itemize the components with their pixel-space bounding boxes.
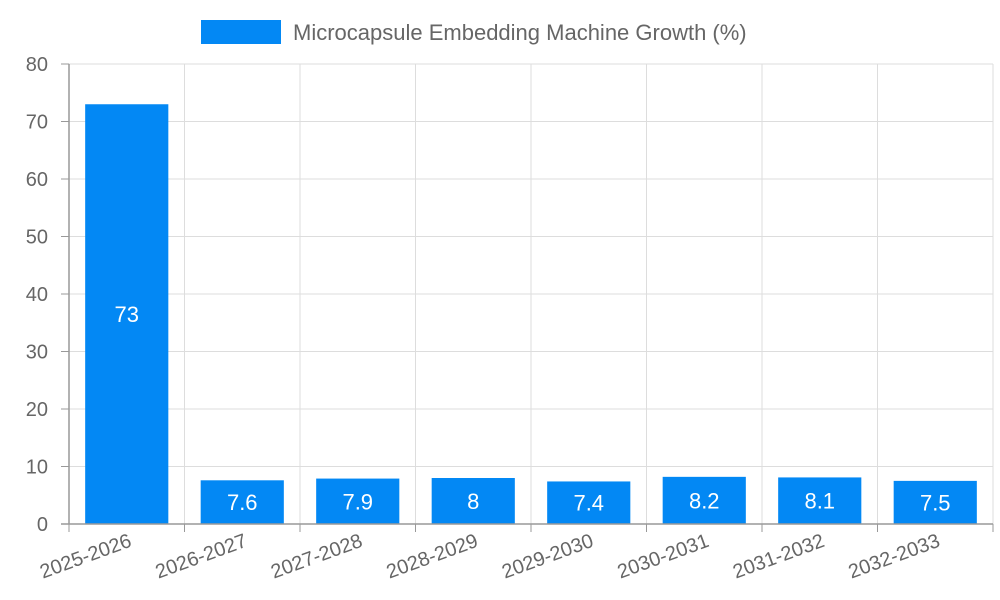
x-tick-label: 2025-2026 bbox=[37, 530, 134, 583]
y-tick-label: 20 bbox=[26, 399, 48, 421]
y-tick-label: 80 bbox=[26, 54, 48, 76]
bar-value-label: 7.9 bbox=[342, 489, 373, 514]
bar-value-label: 7.5 bbox=[920, 490, 951, 515]
bar[interactable] bbox=[200, 480, 284, 524]
x-axis: 2025-2026 2026-2027 2027-2028 2028-2029 2029… bbox=[37, 523, 994, 583]
y-axis: 0 10 20 30 40 50 60 70 80 bbox=[26, 54, 70, 536]
bar-value-label: 8 bbox=[467, 489, 479, 514]
y-tick-label: 10 bbox=[26, 457, 48, 479]
x-tick-label: 2028-2029 bbox=[384, 530, 481, 583]
x-tick-label: 2029-2030 bbox=[499, 530, 596, 583]
bar[interactable] bbox=[85, 104, 169, 524]
bar-value-label: 8.2 bbox=[689, 488, 720, 513]
x-tick-label: 2031-2032 bbox=[730, 530, 827, 583]
x-tick-label: 2027-2028 bbox=[268, 530, 365, 583]
x-tick-label: 2030-2031 bbox=[615, 530, 712, 583]
bar[interactable] bbox=[778, 477, 862, 524]
y-tick-label: 60 bbox=[26, 169, 48, 191]
y-tick-label: 50 bbox=[26, 227, 48, 249]
bar[interactable] bbox=[662, 476, 746, 524]
y-tick-label: 30 bbox=[26, 342, 48, 364]
x-tick-label: 2026-2027 bbox=[153, 530, 250, 583]
bar[interactable] bbox=[431, 478, 515, 524]
legend[interactable]: Microcapsule Embedding Machine Growth (%… bbox=[201, 20, 747, 45]
bar[interactable] bbox=[547, 481, 631, 524]
bar-value-label: 7.6 bbox=[227, 490, 258, 515]
bar[interactable] bbox=[316, 478, 400, 524]
bars: 73 7.6 7.9 8 7.4 8.2 8.1 7.5 bbox=[85, 104, 977, 524]
bar[interactable] bbox=[893, 480, 977, 524]
legend-label: Microcapsule Embedding Machine Growth (%… bbox=[293, 20, 747, 45]
bar-value-label: 8.1 bbox=[804, 489, 835, 514]
bar-value-label: 7.4 bbox=[573, 491, 604, 516]
y-tick-label: 70 bbox=[26, 112, 48, 134]
x-tick-label: 2032-2033 bbox=[846, 530, 943, 583]
legend-swatch bbox=[201, 20, 281, 44]
y-tick-label: 40 bbox=[26, 284, 48, 306]
y-tick-label: 0 bbox=[37, 514, 48, 536]
grid bbox=[69, 63, 994, 525]
bar-value-label: 73 bbox=[115, 302, 139, 327]
